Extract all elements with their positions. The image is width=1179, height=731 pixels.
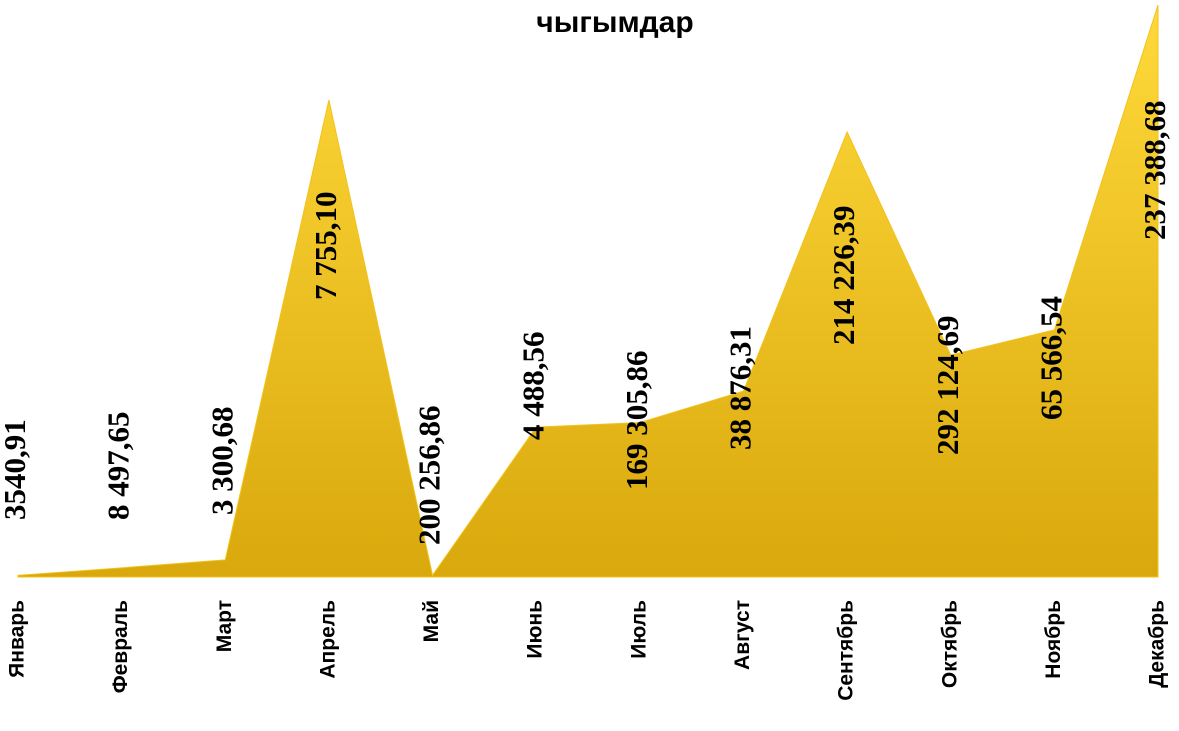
- x-tick-label: Февраль: [109, 600, 132, 693]
- x-tick-label: Июнь: [524, 600, 547, 659]
- annotation: 4 488,56: [515, 332, 550, 441]
- chart-title: чыгымдар: [536, 6, 693, 39]
- area: [17, 4, 1159, 578]
- x-tick-label: Апрель: [316, 600, 339, 679]
- annotation: 8 497,65: [101, 412, 136, 521]
- x-tick-label: Январь: [6, 600, 29, 678]
- x-tick-label: Май: [420, 600, 443, 642]
- x-tick-label: Декабрь: [1146, 600, 1169, 688]
- x-tick-label: Март: [213, 600, 236, 652]
- x-tick-label: Октябрь: [938, 600, 961, 688]
- annotation: 7 755,10: [308, 192, 343, 301]
- x-tick-label: Сентябрь: [835, 600, 858, 701]
- x-tick-label: Август: [731, 600, 754, 670]
- annotation: 169 305,86: [619, 351, 654, 491]
- x-tick-label: Ноябрь: [1042, 600, 1065, 679]
- annotation: 237 388,68: [1137, 101, 1172, 241]
- annotation: 3 300,68: [204, 407, 239, 516]
- annotation: 292 124,69: [930, 316, 965, 456]
- annotation: 38 876,31: [723, 326, 758, 450]
- annotation: 214 226,39: [826, 206, 861, 346]
- annotation: 200 256,86: [412, 406, 447, 545]
- x-tick-label: Июль: [627, 600, 650, 659]
- annotation: 65 566,54: [1033, 296, 1068, 420]
- annotation: 3540,91: [0, 419, 32, 520]
